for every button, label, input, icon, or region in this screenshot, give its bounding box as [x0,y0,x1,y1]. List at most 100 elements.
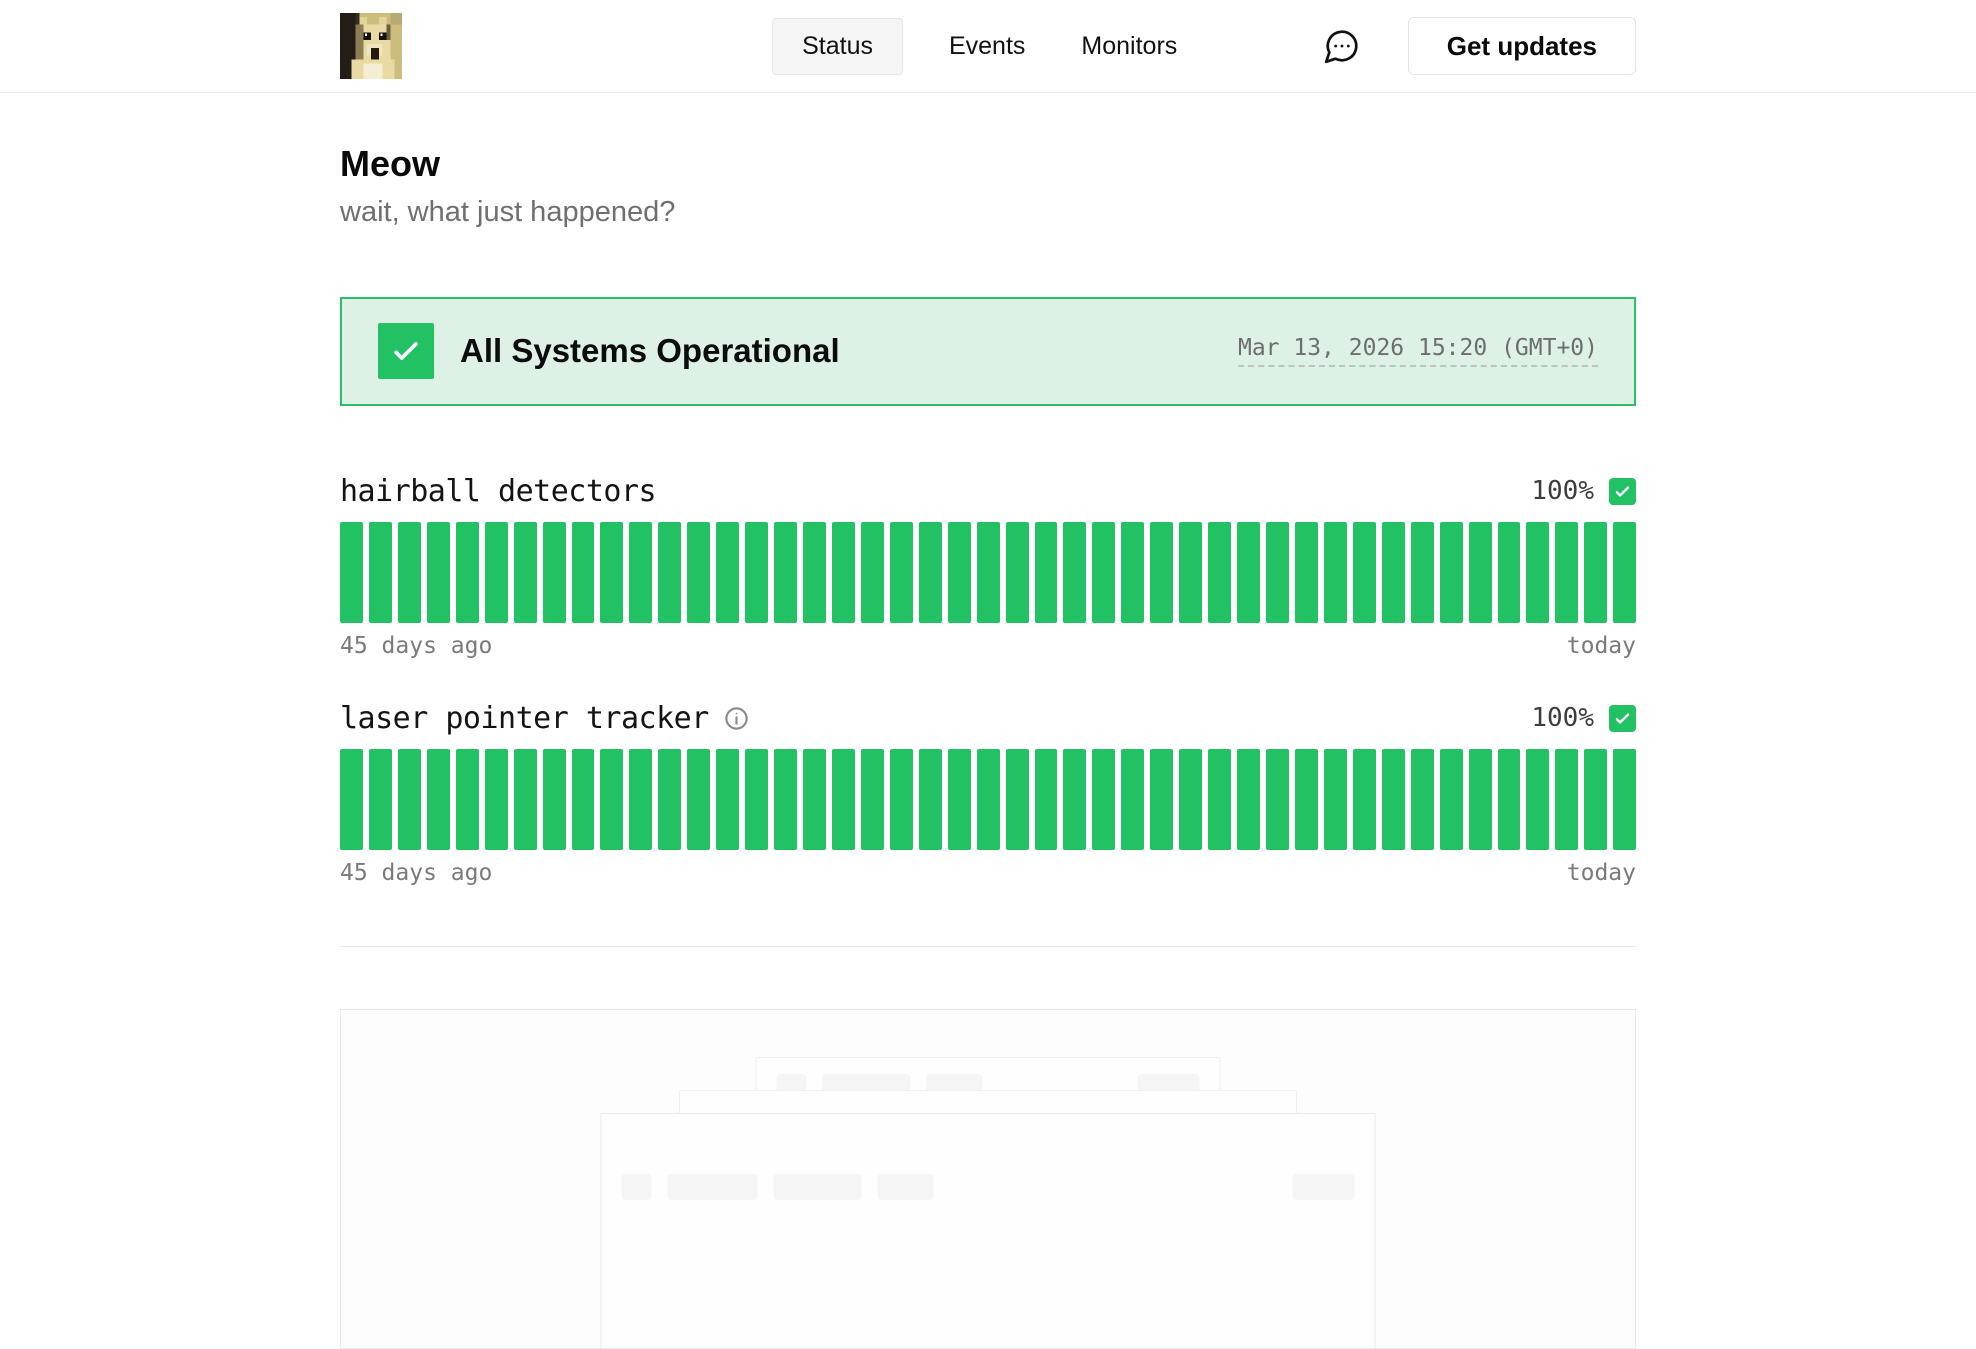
uptime-day-bar[interactable] [1294,748,1318,850]
uptime-day-bar[interactable] [1179,748,1203,850]
uptime-day-bar[interactable] [1034,521,1058,623]
uptime-day-bar[interactable] [1063,748,1087,850]
uptime-day-bar[interactable] [1468,521,1492,623]
uptime-day-bar[interactable] [426,748,450,850]
info-icon[interactable] [723,705,750,732]
uptime-day-bar[interactable] [340,748,363,850]
uptime-day-bar[interactable] [1294,521,1318,623]
uptime-day-bar[interactable] [1092,748,1116,850]
uptime-day-bar[interactable] [745,748,769,850]
uptime-day-bar[interactable] [803,748,826,850]
uptime-day-bar[interactable] [976,521,1000,623]
uptime-day-bar[interactable] [1526,521,1550,623]
uptime-day-bar[interactable] [947,748,971,850]
uptime-day-bar[interactable] [1150,748,1174,850]
uptime-day-bar[interactable] [571,521,595,623]
uptime-day-bar[interactable] [774,748,797,850]
uptime-day-bar[interactable] [1555,748,1579,850]
uptime-day-bar[interactable] [1323,521,1347,623]
uptime-day-bar[interactable] [1613,521,1637,623]
uptime-day-bar[interactable] [426,521,450,623]
uptime-day-bar[interactable] [1266,521,1289,623]
uptime-day-bar[interactable] [1323,748,1347,850]
uptime-day-bar[interactable] [947,521,971,623]
uptime-day-bar[interactable] [1121,748,1145,850]
cat-logo[interactable] [340,13,402,79]
uptime-day-bar[interactable] [1121,521,1145,623]
uptime-day-bar[interactable] [687,521,711,623]
uptime-day-bar[interactable] [1034,748,1058,850]
uptime-day-bar[interactable] [716,748,740,850]
uptime-day-bar[interactable] [716,521,740,623]
feedback-chat-button[interactable] [1322,26,1362,66]
uptime-day-bar[interactable] [860,521,884,623]
uptime-day-bar[interactable] [1237,748,1260,850]
uptime-day-bar[interactable] [774,521,797,623]
uptime-day-bar[interactable] [687,748,711,850]
uptime-day-bar[interactable] [542,748,566,850]
uptime-day-bar[interactable] [1179,521,1203,623]
uptime-day-bar[interactable] [1092,521,1116,623]
tab-status[interactable]: Status [772,17,903,75]
tab-events[interactable]: Events [948,31,1026,60]
uptime-day-bar[interactable] [1468,748,1492,850]
uptime-day-bar[interactable] [513,748,537,850]
uptime-day-bar[interactable] [889,521,913,623]
uptime-day-bar[interactable] [1352,748,1376,850]
uptime-day-bar[interactable] [1150,521,1174,623]
uptime-day-bar[interactable] [484,748,508,850]
uptime-day-bar[interactable] [658,521,682,623]
page-subtitle: wait, what just happened? [340,195,676,228]
uptime-day-bar[interactable] [1381,521,1405,623]
uptime-day-bar[interactable] [1208,748,1232,850]
uptime-day-bar[interactable] [1381,748,1405,850]
uptime-day-bar[interactable] [368,521,392,623]
uptime-day-bar[interactable] [1555,521,1579,623]
banner-status-text: All Systems Operational [460,332,840,370]
uptime-day-bar[interactable] [918,521,942,623]
uptime-day-bar[interactable] [340,521,363,623]
uptime-day-bar[interactable] [455,748,479,850]
uptime-day-bar[interactable] [1497,748,1521,850]
uptime-day-bar[interactable] [831,521,855,623]
uptime-day-bar[interactable] [918,748,942,850]
uptime-day-bar[interactable] [1410,521,1434,623]
uptime-day-bar[interactable] [629,748,653,850]
uptime-day-bar[interactable] [542,521,566,623]
uptime-day-bar[interactable] [397,521,421,623]
uptime-day-bar[interactable] [1439,748,1463,850]
uptime-day-bar[interactable] [860,748,884,850]
uptime-day-bar[interactable] [1497,521,1521,623]
uptime-day-bar[interactable] [513,521,537,623]
uptime-day-bar[interactable] [1063,521,1087,623]
uptime-day-bar[interactable] [600,748,624,850]
uptime-day-bar[interactable] [889,748,913,850]
uptime-day-bar[interactable] [745,521,769,623]
uptime-day-bar[interactable] [397,748,421,850]
uptime-day-bar[interactable] [600,521,624,623]
uptime-day-bar[interactable] [484,521,508,623]
uptime-day-bar[interactable] [1237,521,1260,623]
uptime-day-bar[interactable] [368,748,392,850]
uptime-day-bar[interactable] [571,748,595,850]
uptime-day-bar[interactable] [1410,748,1434,850]
uptime-day-bar[interactable] [1005,748,1029,850]
banner-timestamp[interactable]: Mar 13, 2026 15:20 (GMT+0) [1237,335,1598,368]
uptime-day-bar[interactable] [1584,521,1608,623]
uptime-day-bar[interactable] [455,521,479,623]
uptime-day-bar[interactable] [976,748,1000,850]
uptime-day-bar[interactable] [658,748,682,850]
uptime-day-bar[interactable] [1439,521,1463,623]
uptime-day-bar[interactable] [1005,521,1029,623]
uptime-day-bar[interactable] [1208,521,1232,623]
get-updates-button[interactable]: Get updates [1407,17,1636,75]
uptime-day-bar[interactable] [629,521,653,623]
uptime-day-bar[interactable] [1613,748,1637,850]
uptime-day-bar[interactable] [1352,521,1376,623]
uptime-day-bar[interactable] [803,521,826,623]
uptime-day-bar[interactable] [831,748,855,850]
uptime-day-bar[interactable] [1526,748,1550,850]
uptime-day-bar[interactable] [1584,748,1608,850]
tab-monitors[interactable]: Monitors [1081,31,1178,60]
uptime-day-bar[interactable] [1266,748,1289,850]
